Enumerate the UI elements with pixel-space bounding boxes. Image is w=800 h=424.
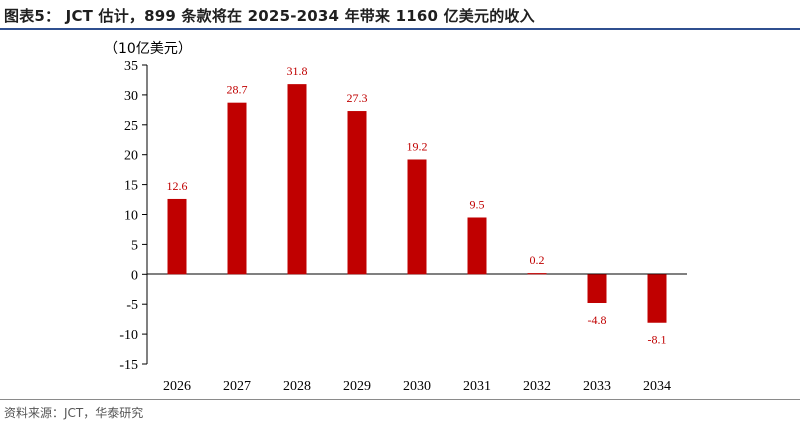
x-tick-label: 2027 — [223, 379, 251, 394]
source-note: 资料来源：JCT，华泰研究 — [4, 406, 144, 420]
x-tick-label: 2030 — [403, 379, 431, 394]
y-axis-unit-label: （10亿美元） — [104, 41, 192, 57]
data-label-2034: -8.1 — [648, 333, 667, 347]
data-label-2028: 31.8 — [287, 64, 308, 78]
bar-series: 12.6 28.7 31.8 27.3 19.2 9.5 0.2 -4.8 -8.1 — [167, 64, 667, 347]
y-tick-label: 25 — [124, 119, 138, 134]
x-tick-label: 2033 — [583, 379, 611, 394]
title-divider — [0, 28, 800, 30]
y-tick-label: -10 — [119, 328, 138, 343]
data-label-2033: -4.8 — [588, 313, 607, 327]
data-label-2029: 27.3 — [347, 91, 368, 105]
y-tick-label: 5 — [131, 238, 138, 253]
data-label-2030: 19.2 — [407, 139, 428, 153]
y-tick-label: 35 — [124, 59, 138, 74]
bar-2028 — [287, 84, 307, 275]
y-axis-ticks: 35 30 25 20 15 10 5 0 -5 -10 -15 — [119, 59, 147, 373]
y-tick-label: 0 — [131, 268, 138, 283]
y-tick-label: 15 — [124, 179, 138, 194]
x-tick-label: 2026 — [163, 379, 191, 394]
bar-2030 — [407, 159, 427, 275]
bar-2033 — [587, 274, 607, 304]
bar-chart: （10亿美元） 35 30 25 20 15 10 5 0 -5 -10 -15 12.6 28.7 3… — [104, 41, 687, 394]
x-axis-labels: 2026 2027 2028 2029 2030 2031 2032 2033 2034 — [163, 379, 671, 394]
bar-2031 — [467, 217, 487, 275]
x-tick-label: 2031 — [463, 379, 491, 394]
bar-2034 — [647, 274, 667, 323]
x-tick-label: 2028 — [283, 379, 311, 394]
bar-2026 — [167, 198, 187, 275]
data-label-2026: 12.6 — [167, 179, 188, 193]
footer-divider — [0, 399, 800, 400]
bar-2027 — [227, 102, 247, 275]
y-tick-label: 20 — [124, 149, 138, 164]
y-tick-label: -15 — [119, 358, 138, 373]
x-tick-label: 2034 — [643, 379, 671, 394]
data-label-2027: 28.7 — [227, 83, 248, 97]
y-tick-label: 10 — [124, 209, 138, 224]
chart-title: 图表5： JCT 估计，899 条款将在 2025-2034 年带来 1160 … — [4, 7, 535, 25]
bar-2029 — [347, 111, 367, 275]
y-tick-label: 30 — [124, 89, 138, 104]
x-tick-label: 2029 — [343, 379, 371, 394]
bar-2032 — [527, 273, 547, 275]
data-label-2032: 0.2 — [530, 253, 545, 267]
data-label-2031: 9.5 — [470, 197, 485, 211]
x-tick-label: 2032 — [523, 379, 551, 394]
y-tick-label: -5 — [126, 298, 138, 313]
